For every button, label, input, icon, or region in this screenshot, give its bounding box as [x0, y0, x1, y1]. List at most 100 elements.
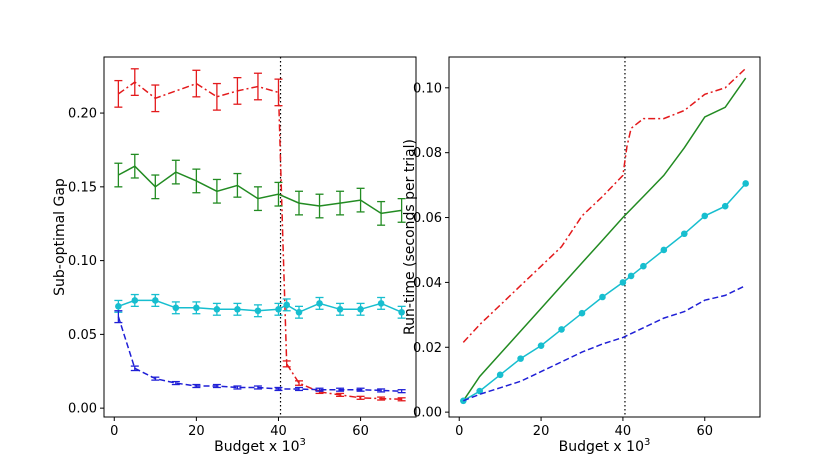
error-bar [171, 159, 180, 185]
error-bar [253, 72, 262, 101]
error-bar [356, 387, 365, 392]
y-tick-label: 0.04 [413, 276, 442, 291]
error-bar [114, 310, 123, 324]
data-point [578, 309, 586, 317]
data-point [558, 326, 565, 333]
data-point [172, 304, 180, 312]
error-bar [397, 397, 406, 402]
data-point [599, 293, 606, 301]
data-point [537, 342, 545, 349]
error-bar [212, 82, 221, 111]
error-bar [114, 162, 123, 188]
error-bar [295, 190, 303, 216]
error-bar [253, 186, 262, 212]
y-tick-label: 0.00 [68, 402, 97, 417]
data-point [336, 305, 344, 313]
error-bar [377, 200, 386, 226]
x-axis-label: Budget x 103 [214, 437, 306, 455]
series-line-green [118, 165, 402, 215]
data-point [476, 387, 483, 395]
series-red [462, 67, 747, 343]
error-bar [315, 193, 324, 219]
series-green [114, 153, 406, 226]
x-tick-label: 20 [533, 424, 550, 439]
series-blue [114, 310, 406, 394]
error-bar [397, 197, 406, 223]
data-point [234, 305, 241, 313]
data-point [680, 230, 688, 238]
data-point [283, 301, 290, 309]
error-bar [212, 178, 221, 204]
series-green [462, 77, 747, 402]
error-bar [130, 68, 139, 97]
error-bar [274, 78, 283, 107]
error-bar [233, 385, 242, 390]
error-bar [212, 383, 221, 389]
series-line-cyan [118, 299, 402, 314]
x-tick-label: 20 [188, 424, 205, 439]
data-point [496, 371, 504, 379]
series-cyan [114, 293, 406, 319]
data-point [377, 300, 385, 307]
y-tick-label: 0.00 [413, 406, 442, 421]
data-point [152, 297, 159, 304]
data-point [721, 202, 729, 210]
series-cyan [460, 180, 749, 405]
error-bar [377, 396, 386, 401]
error-bar [295, 380, 303, 386]
error-bar [130, 153, 139, 179]
y-tick-label: 0.10 [68, 254, 97, 269]
error-bar [274, 386, 283, 392]
error-bar [233, 77, 242, 105]
error-bar [282, 360, 291, 368]
x-tick-label: 40 [270, 424, 287, 439]
y-tick-label: 0.20 [68, 107, 97, 122]
series-blue [463, 284, 747, 402]
error-bar [356, 187, 365, 213]
data-point [254, 307, 262, 315]
series-red [114, 68, 406, 402]
data-point [115, 303, 122, 310]
data-point [131, 297, 139, 304]
x-tick-label: 0 [110, 424, 118, 439]
x-tick-label: 60 [352, 424, 369, 439]
y-tick-label: 0.06 [413, 211, 442, 226]
error-bar [295, 386, 303, 392]
data-point [517, 355, 524, 362]
error-bar [151, 376, 160, 381]
error-bar [253, 385, 262, 390]
data-point [701, 212, 709, 220]
data-point [742, 180, 749, 187]
y-tick-label: 0.08 [413, 146, 442, 161]
series-line-green [462, 77, 747, 402]
data-point [660, 246, 668, 254]
error-bar [130, 365, 139, 372]
series-line-blue [117, 316, 402, 392]
data-point [213, 305, 221, 313]
error-bar [336, 190, 345, 216]
y-axis-label: Run-time (seconds per trial) [402, 139, 418, 335]
subplot-suboptimal-gap: 0 20 40 60 0.00 0.05 0.10 0.15 0.20 Budget x 103 S… [52, 56, 417, 455]
y-tick-label: 0.02 [413, 341, 442, 356]
data-point [275, 305, 282, 313]
data-point [357, 305, 364, 313]
x-axis-label: Budget x 103 [559, 437, 651, 455]
error-bar [114, 79, 123, 108]
x-tick-label: 0 [455, 424, 463, 439]
data-point [295, 308, 303, 316]
error-bar [377, 388, 386, 393]
series-line-blue [463, 284, 747, 402]
axes-frame [103, 56, 417, 418]
error-bar [151, 84, 160, 113]
error-bar [397, 389, 406, 394]
error-bar [315, 387, 324, 392]
x-tick-label: 40 [615, 424, 632, 439]
subplot-runtime: 0 20 40 60 0.00 0.02 0.04 0.06 0.08 0.10 Budget x … [402, 56, 761, 455]
series-line-cyan [462, 182, 747, 402]
error-bar [151, 174, 160, 200]
y-tick-label: 0.10 [413, 81, 442, 96]
data-point [627, 272, 635, 280]
axes-frame [448, 56, 761, 418]
error-bar [336, 387, 345, 392]
series-line-red [462, 67, 747, 343]
